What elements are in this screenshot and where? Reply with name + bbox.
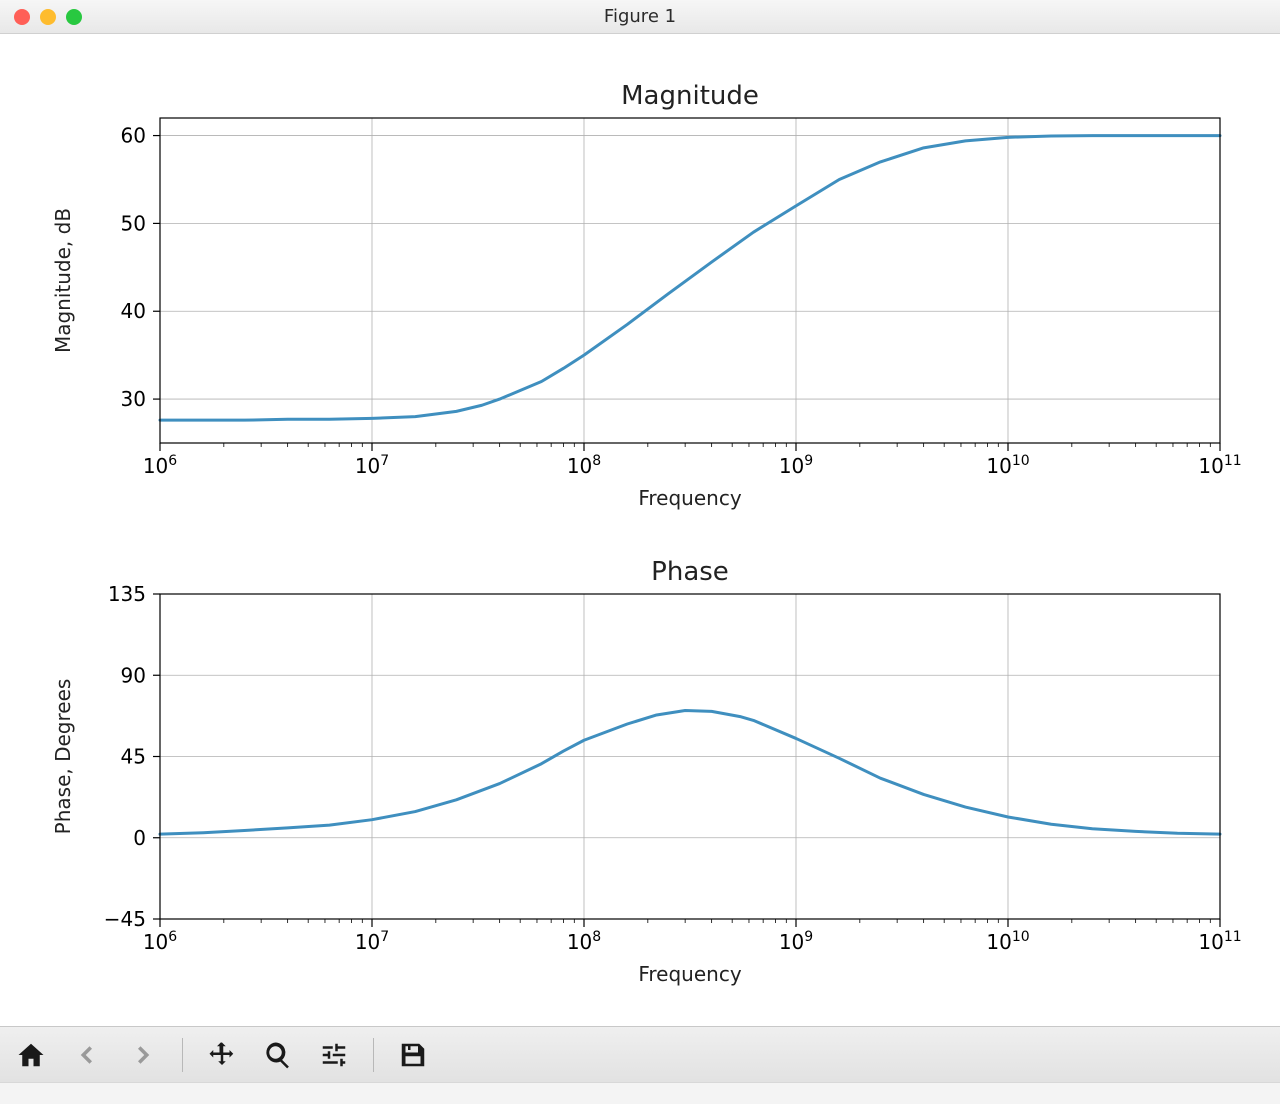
- svg-text:−45: −45: [104, 907, 146, 931]
- svg-text:1010: 1010: [986, 929, 1029, 954]
- home-icon: [16, 1040, 46, 1070]
- home-button[interactable]: [10, 1034, 52, 1076]
- svg-text:1011: 1011: [1198, 929, 1241, 954]
- zoom-icon: [263, 1040, 293, 1070]
- svg-text:90: 90: [121, 663, 146, 687]
- save-icon: [398, 1040, 428, 1070]
- svg-text:107: 107: [355, 929, 389, 954]
- svg-text:45: 45: [121, 745, 146, 769]
- svg-text:Frequency: Frequency: [638, 486, 741, 510]
- toolbar-separator: [182, 1038, 183, 1072]
- svg-text:1011: 1011: [1198, 453, 1241, 478]
- save-button[interactable]: [392, 1034, 434, 1076]
- svg-text:Phase, Degrees: Phase, Degrees: [51, 679, 75, 835]
- figure-window: Figure 1 106 107 108 109 1010 1011 30 40 50 60 Mag…: [0, 0, 1280, 1104]
- close-icon[interactable]: [14, 9, 30, 25]
- svg-text:Magnitude, dB: Magnitude, dB: [51, 208, 75, 353]
- svg-text:50: 50: [121, 211, 146, 235]
- statusbar: [0, 1082, 1280, 1104]
- svg-text:1010: 1010: [986, 453, 1029, 478]
- svg-text:Magnitude: Magnitude: [621, 81, 759, 111]
- svg-text:106: 106: [143, 453, 177, 478]
- figure-svg: 106 107 108 109 1010 1011 30 40 50 60 Magnitude Fre…: [0, 34, 1280, 1024]
- svg-text:0: 0: [133, 826, 146, 850]
- svg-text:40: 40: [121, 299, 146, 323]
- pan-icon: [207, 1040, 237, 1070]
- svg-text:30: 30: [121, 387, 146, 411]
- titlebar: Figure 1: [0, 0, 1280, 34]
- svg-text:135: 135: [108, 582, 146, 606]
- forward-button[interactable]: [122, 1034, 164, 1076]
- configure-button[interactable]: [313, 1034, 355, 1076]
- figure-canvas[interactable]: 106 107 108 109 1010 1011 30 40 50 60 Magnitude Fre…: [0, 34, 1280, 1026]
- svg-text:108: 108: [567, 453, 601, 478]
- svg-text:60: 60: [121, 124, 146, 148]
- window-title: Figure 1: [604, 6, 676, 27]
- toolbar-separator: [373, 1038, 374, 1072]
- forward-icon: [128, 1040, 158, 1070]
- svg-text:107: 107: [355, 453, 389, 478]
- svg-text:Frequency: Frequency: [638, 962, 741, 986]
- svg-text:109: 109: [779, 929, 813, 954]
- svg-text:108: 108: [567, 929, 601, 954]
- svg-text:Phase: Phase: [651, 557, 729, 587]
- svg-text:109: 109: [779, 453, 813, 478]
- plot-magnitude: 106 107 108 109 1010 1011 30 40 50 60 Magnitude Fre…: [51, 81, 1242, 510]
- navigation-toolbar: [0, 1026, 1280, 1082]
- zoom-button[interactable]: [257, 1034, 299, 1076]
- back-icon: [72, 1040, 102, 1070]
- traffic-lights: [14, 9, 82, 25]
- minimize-icon[interactable]: [40, 9, 56, 25]
- back-button[interactable]: [66, 1034, 108, 1076]
- svg-text:106: 106: [143, 929, 177, 954]
- maximize-icon[interactable]: [66, 9, 82, 25]
- pan-button[interactable]: [201, 1034, 243, 1076]
- plot-phase: 106 107 108 109 1010 1011 −45 0 45 90 135 Phase Freq…: [51, 557, 1242, 986]
- configure-icon: [319, 1040, 349, 1070]
